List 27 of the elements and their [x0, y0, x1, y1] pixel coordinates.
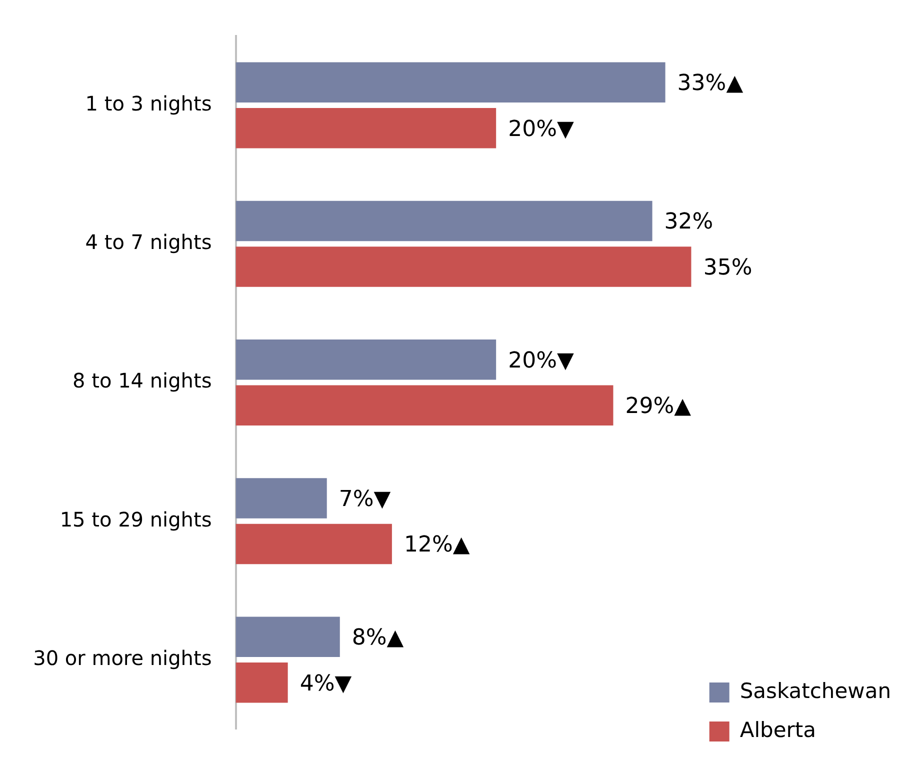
y-tick-label: 8 to 14 nights: [72, 368, 212, 393]
bar: [236, 524, 392, 564]
data-label: 20%▼: [508, 348, 574, 374]
bar: [236, 62, 666, 103]
data-label: 20%▼: [508, 116, 574, 142]
data-label: 4%▼: [300, 671, 352, 696]
bar: [236, 385, 614, 426]
y-tick-label: 1 to 3 nights: [85, 92, 212, 116]
bar: [236, 616, 340, 657]
data-label: 29%▲: [625, 394, 692, 420]
bar: [236, 246, 692, 287]
data-label: 35%: [703, 255, 752, 280]
y-tick-label: 4 to 7 nights: [85, 230, 212, 254]
legend-label: Saskatchewan: [740, 678, 892, 703]
data-label: 7%▼: [338, 486, 391, 512]
bar: [236, 108, 496, 148]
data-label: 33%▲: [677, 71, 744, 96]
data-label: 32%: [664, 210, 714, 235]
bar: [236, 340, 496, 380]
bar: [236, 478, 327, 518]
bar: [236, 200, 652, 242]
data-label: 12%▲: [404, 532, 470, 558]
y-tick-label: 30 or more nights: [33, 646, 212, 670]
data-label: 8%▲: [352, 626, 404, 651]
legend-label: Alberta: [740, 718, 816, 742]
bar: [236, 662, 288, 703]
y-tick-label: 15 to 29 nights: [60, 507, 212, 532]
